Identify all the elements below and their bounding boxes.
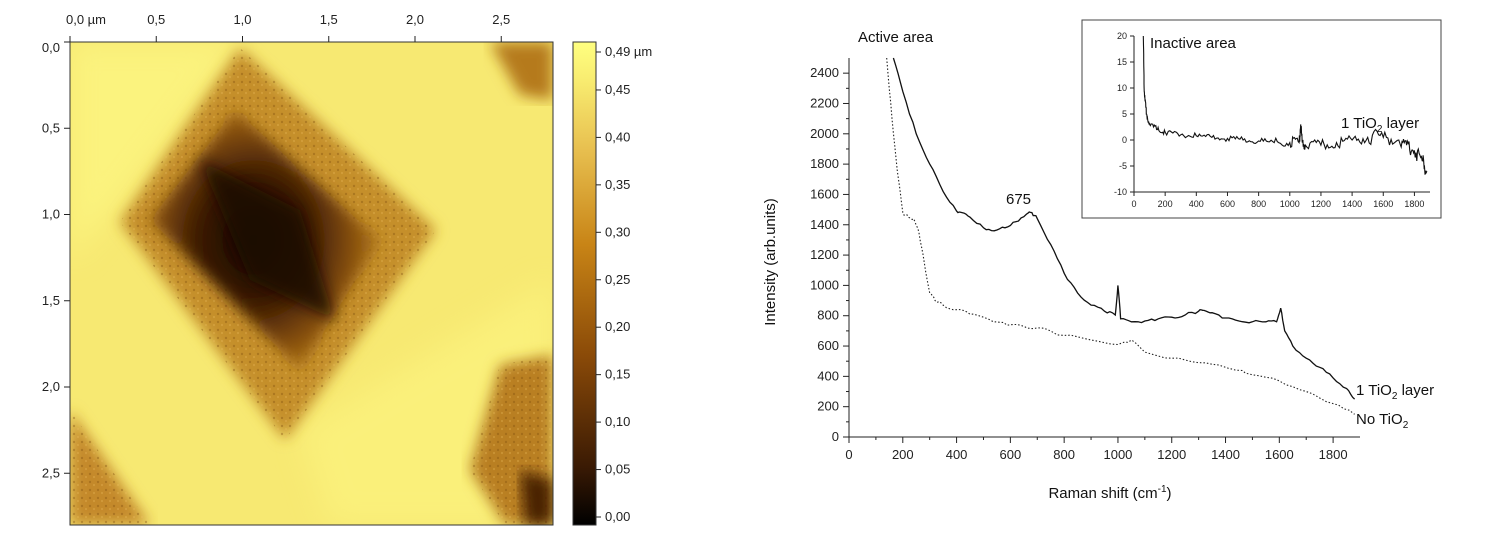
afm-pit-bottom-right-deep bbox=[520, 470, 553, 525]
colorbar bbox=[572, 41, 597, 526]
inset-y-tick-label: -10 bbox=[1114, 187, 1127, 197]
legend-no-tio2: No TiO2 bbox=[1356, 411, 1409, 431]
peak-675-label: 675 bbox=[1006, 191, 1031, 208]
raman-y-tick-label: 1800 bbox=[810, 156, 839, 171]
raman-y-ticks: 0 200 400 600 800 1000 1200 1400 1600 1800 2000 220… bbox=[810, 65, 849, 444]
legend-1-tio2-layer: 1 TiO2 layer bbox=[1356, 382, 1434, 402]
afm-y-tick-label: 1,5 bbox=[42, 293, 60, 308]
raman-x-label: Raman shift (cm-1) bbox=[1048, 484, 1171, 502]
colorbar-tick-label: 0,45 bbox=[605, 82, 630, 97]
afm-topography-panel: 0,0 µm 0,5 1,0 1,5 2,0 2,5 0,0 0,5 1,0 1,5 2,0 2,5… bbox=[0, 0, 700, 535]
colorbar-tick-label: 0,25 bbox=[605, 272, 630, 287]
inset-x-tick-label: 1400 bbox=[1342, 199, 1362, 209]
inset-x-tick-label: 1000 bbox=[1280, 199, 1300, 209]
raman-y-tick-label: 600 bbox=[817, 338, 839, 353]
raman-y-tick-label: 0 bbox=[832, 429, 839, 444]
inset-x-tick-label: 1600 bbox=[1373, 199, 1393, 209]
raman-x-tick-label: 600 bbox=[1000, 447, 1022, 462]
raman-y-tick-label: 1000 bbox=[810, 277, 839, 292]
raman-y-tick-label: 400 bbox=[817, 368, 839, 383]
colorbar-tick-label: 0,05 bbox=[605, 462, 630, 477]
raman-x-tick-label: 1800 bbox=[1319, 447, 1348, 462]
colorbar-tick-label: 0,40 bbox=[605, 129, 630, 144]
colorbar-tick-label: 0,00 bbox=[605, 509, 630, 524]
inset-y-ticks: -10 -5 0 5 10 15 20 bbox=[1114, 31, 1134, 197]
raman-panel: 0 200 400 600 800 1000 1200 1400 1600 1800 0 200 40… bbox=[740, 0, 1500, 535]
raman-y-tick-label: 2200 bbox=[810, 95, 839, 110]
afm-ridge-top-left bbox=[70, 42, 240, 260]
raman-x-tick-label: 1400 bbox=[1211, 447, 1240, 462]
colorbar-tick-label: 0,30 bbox=[605, 224, 630, 239]
afm-frame bbox=[69, 41, 554, 526]
afm-x-tick-label: 1,5 bbox=[320, 12, 338, 27]
inset-chart: 0 200 400 600 800 1000 1200 1400 1600 1800 -10-50… bbox=[1081, 19, 1442, 219]
raman-y-tick-label: 800 bbox=[817, 308, 839, 323]
afm-pit-top-right bbox=[490, 42, 553, 100]
raman-chart: 0 200 400 600 800 1000 1200 1400 1600 1800 020040… bbox=[762, 19, 1442, 502]
afm-x-tick-label: 0,0 µm bbox=[66, 12, 106, 27]
raman-x-tick-label: 200 bbox=[892, 447, 914, 462]
inset-y-tick-label: -5 bbox=[1119, 161, 1127, 171]
afm-y-tick-label: 0,5 bbox=[42, 120, 60, 135]
afm-x-axis: 0,0 µm 0,5 1,0 1,5 2,0 2,5 bbox=[66, 12, 510, 42]
raman-y-tick-label: 2000 bbox=[810, 126, 839, 141]
inset-y-tick-label: 20 bbox=[1117, 31, 1127, 41]
raman-x-tick-label: 1000 bbox=[1103, 447, 1132, 462]
inset-y-tick-label: 15 bbox=[1117, 57, 1127, 67]
afm-y-tick-label: 2,5 bbox=[42, 465, 60, 480]
inset-y-tick-label: 5 bbox=[1122, 109, 1127, 119]
raman-y-tick-label: 1200 bbox=[810, 247, 839, 262]
raman-y-tick-label: 200 bbox=[817, 399, 839, 414]
colorbar-tick-label: 0,15 bbox=[605, 367, 630, 382]
inset-y-tick-label: 0 bbox=[1122, 135, 1127, 145]
raman-y-tick-label: 1400 bbox=[810, 217, 839, 232]
raman-y-tick-label: 2400 bbox=[810, 65, 839, 80]
series-no-tio2 bbox=[886, 57, 1355, 415]
inset-x-tick-label: 0 bbox=[1131, 199, 1136, 209]
inset-series-1-tio2-layer bbox=[1142, 35, 1428, 175]
inset-x-tick-label: 600 bbox=[1220, 199, 1235, 209]
colorbar-tick-label: 0,49 µm bbox=[605, 44, 652, 59]
afm-y-axis: 0,0 0,5 1,0 1,5 2,0 2,5 bbox=[42, 40, 70, 480]
raman-x-tick-label: 800 bbox=[1053, 447, 1075, 462]
afm-x-tick-label: 2,5 bbox=[492, 12, 510, 27]
inset-x-tick-label: 1800 bbox=[1404, 199, 1424, 209]
inset-x-tick-label: 200 bbox=[1158, 199, 1173, 209]
afm-heatmap: 0,0 µm 0,5 1,0 1,5 2,0 2,5 0,0 0,5 1,0 1,5 2,0 2,5… bbox=[42, 12, 652, 526]
inset-x-tick-label: 400 bbox=[1189, 199, 1204, 209]
afm-x-tick-label: 1,0 bbox=[233, 12, 251, 27]
series-1-tio2-layer bbox=[892, 57, 1356, 400]
inset-y-tick-label: 10 bbox=[1117, 83, 1127, 93]
raman-x-tick-label: 1200 bbox=[1157, 447, 1186, 462]
colorbar-tick-label: 0,10 bbox=[605, 414, 630, 429]
raman-x-tick-label: 1600 bbox=[1265, 447, 1294, 462]
inset-frame bbox=[1081, 19, 1442, 219]
raman-y-tick-label: 1600 bbox=[810, 186, 839, 201]
raman-x-ticks: 0 200 400 600 800 1000 1200 1400 1600 1800 bbox=[845, 437, 1348, 462]
colorbar-tick-label: 0,20 bbox=[605, 319, 630, 334]
inset-title: Inactive area bbox=[1150, 35, 1237, 52]
afm-y-tick-label: 0,0 bbox=[42, 40, 60, 55]
afm-x-tick-label: 0,5 bbox=[147, 12, 165, 27]
afm-y-tick-label: 1,0 bbox=[42, 207, 60, 222]
active-area-label: Active area bbox=[858, 29, 934, 46]
inset-legend-1-tio2-layer: 1 TiO2 layer bbox=[1341, 115, 1419, 135]
raman-x-tick-label: 0 bbox=[845, 447, 852, 462]
raman-x-tick-label: 400 bbox=[946, 447, 968, 462]
inset-x-ticks: 0 200 400 600 800 1000 1200 1400 1600 1800 bbox=[1131, 192, 1424, 209]
afm-pit-bottom-left-texture bbox=[70, 410, 150, 525]
inset-x-tick-label: 1200 bbox=[1311, 199, 1331, 209]
colorbar-tick-label: 0,35 bbox=[605, 177, 630, 192]
colorbar-axis: 0,49 µm 0,45 0,40 0,35 0,30 0,25 0,20 0,15 0,10 0… bbox=[596, 44, 652, 524]
inset-x-tick-label: 800 bbox=[1251, 199, 1266, 209]
afm-x-tick-label: 2,0 bbox=[406, 12, 424, 27]
afm-y-tick-label: 2,0 bbox=[42, 379, 60, 394]
afm-pit-deepest bbox=[200, 160, 335, 320]
afm-surface bbox=[70, 42, 553, 525]
raman-y-label: Intensity (arb.units) bbox=[762, 198, 779, 326]
